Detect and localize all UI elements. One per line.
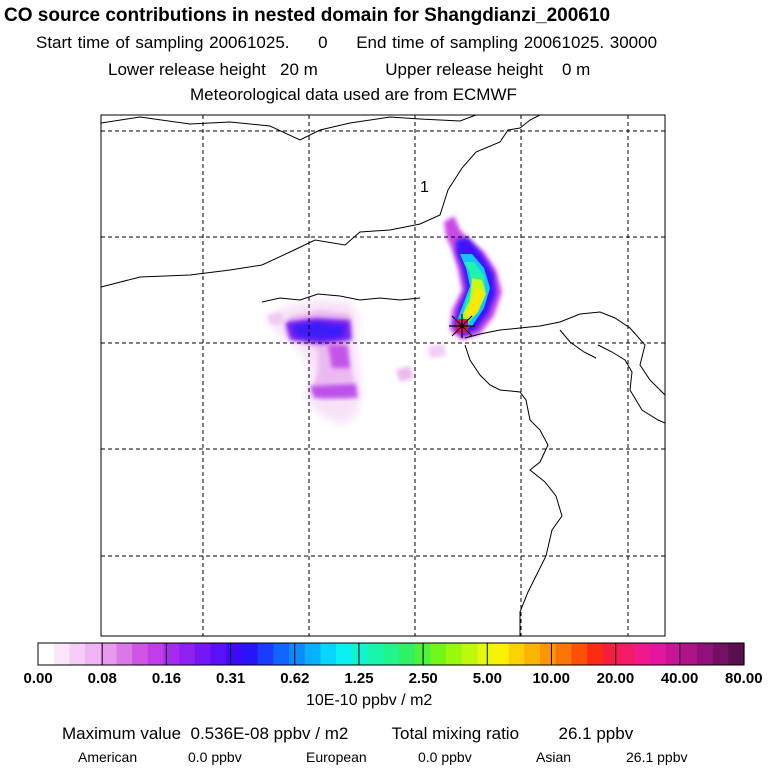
- sampling-time-line: Start time of sampling 20061025. 0 End t…: [36, 33, 657, 53]
- concentration-plume-east: [444, 216, 502, 340]
- colorbar-tick-label: 40.00: [660, 670, 699, 687]
- colorbar-tick-label: 1.25: [344, 670, 374, 687]
- colorbar-swatch: [492, 643, 510, 665]
- colorbar-swatch: [571, 643, 588, 665]
- colorbar-tick-label: 0.08: [87, 670, 117, 687]
- colorbar-swatch: [461, 643, 478, 665]
- graticule: [101, 115, 665, 636]
- start-time-value: 20061025. 0: [209, 33, 328, 52]
- coastlines: [101, 115, 665, 636]
- colorbar-frame: [37, 642, 745, 666]
- colorbar-tick-label: 10.00: [532, 670, 570, 687]
- map-area: 1: [101, 115, 665, 636]
- colorbar-swatch: [540, 643, 557, 665]
- colorbar-tick-label: 2.50: [408, 670, 438, 687]
- colorbar-swatch: [555, 643, 573, 665]
- total-mixing-label: Total mixing ratio: [391, 724, 520, 743]
- colorbar-swatch: [477, 643, 494, 665]
- upper-release-value: 0 m: [562, 60, 591, 79]
- region-american-name: American: [78, 749, 138, 765]
- colorbar-swatch: [445, 643, 463, 665]
- colorbar-swatch: [320, 643, 337, 665]
- colorbar-tick-label: 0.00: [23, 670, 53, 687]
- colorbar-tick-label: 0.31: [216, 670, 246, 687]
- start-time-label: Start time of sampling: [36, 33, 204, 52]
- summary-line: Maximum value 0.536E-08 ppbv / m2 Total …: [62, 724, 633, 744]
- release-height-line: Lower release height 20 m Upper release …: [108, 60, 590, 80]
- colorbar-swatch: [163, 643, 180, 665]
- lower-release-value: 20 m: [280, 60, 318, 79]
- colorbar-swatch: [602, 643, 620, 665]
- colorbar-swatch: [85, 643, 102, 665]
- colorbar-swatch: [179, 643, 196, 665]
- end-time-label: End time of sampling: [356, 33, 518, 52]
- colorbar-swatch: [53, 643, 70, 665]
- colorbar-swatch: [383, 643, 400, 665]
- colorbar-swatch: [304, 643, 321, 665]
- region-asian-value: 26.1 ppbv: [626, 749, 688, 765]
- colorbar-swatch: [524, 643, 541, 665]
- release-site-marker: [449, 314, 475, 338]
- colorbar-swatch: [587, 643, 604, 665]
- colorbar-tick-label: 0.16: [151, 670, 182, 687]
- colorbar-swatch: [712, 643, 729, 665]
- colorbar-swatch: [665, 643, 682, 665]
- colorbar-swatch: [132, 643, 149, 665]
- total-mixing-value: 26.1 ppbv: [558, 724, 634, 743]
- colorbar-swatch: [430, 643, 447, 665]
- region-european-name: European: [306, 749, 367, 765]
- concentration-plume-west: [266, 300, 446, 425]
- colorbar-swatch: [241, 643, 259, 665]
- colorbar-swatch: [226, 643, 243, 665]
- upper-release-label: Upper release height: [385, 60, 544, 79]
- colorbar-swatch: [210, 643, 227, 665]
- colorbar-swatch: [634, 643, 651, 665]
- colorbar-swatch: [69, 643, 86, 665]
- colorbar-swatch: [696, 643, 714, 665]
- colorbar-swatch: [289, 643, 306, 665]
- meteorological-note: Meteorological data used are from ECMWF: [190, 85, 517, 104]
- plot-title: CO source contributions in nested domain…: [4, 5, 611, 26]
- lower-release-label: Lower release height: [108, 60, 266, 79]
- region-european-value: 0.0 ppbv: [418, 749, 472, 765]
- colorbar-swatch: [398, 643, 416, 665]
- colorbar-swatch: [728, 643, 745, 665]
- region-asian-name: Asian: [536, 749, 572, 765]
- colorbar: [37, 642, 745, 666]
- colorbar-tick-label: 5.00: [472, 670, 502, 687]
- max-value: 0.536E-08 ppbv / m2: [190, 724, 349, 743]
- colorbar-swatch: [38, 643, 55, 665]
- colorbar-swatch: [116, 643, 133, 665]
- region-american-value: 0.0 ppbv: [188, 749, 242, 765]
- end-time-value: 20061025. 30000: [523, 33, 658, 52]
- colorbar-swatch: [147, 643, 165, 665]
- colorbar-swatch: [351, 643, 369, 665]
- colorbar-units: 10E-10 ppbv / m2: [306, 692, 433, 709]
- colorbar-tick-label: 0.62: [280, 670, 310, 687]
- colorbar-swatch: [367, 643, 384, 665]
- colorbar-swatch: [618, 643, 635, 665]
- colorbar-swatch: [649, 643, 667, 665]
- map-frame: [100, 114, 666, 637]
- colorbar-tick-label: 20.00: [596, 670, 635, 687]
- colorbar-swatch: [681, 643, 698, 665]
- colorbar-swatch: [273, 643, 290, 665]
- max-value-label: Maximum value: [62, 724, 182, 743]
- colorbar-swatch: [336, 643, 353, 665]
- colorbar-swatch: [194, 643, 212, 665]
- colorbar-tick-label: 80.00: [725, 670, 763, 687]
- colorbar-swatch: [257, 643, 274, 665]
- colorbar-swatch: [508, 643, 525, 665]
- colorbar-swatch: [100, 643, 118, 665]
- contour-label: 1: [420, 179, 429, 196]
